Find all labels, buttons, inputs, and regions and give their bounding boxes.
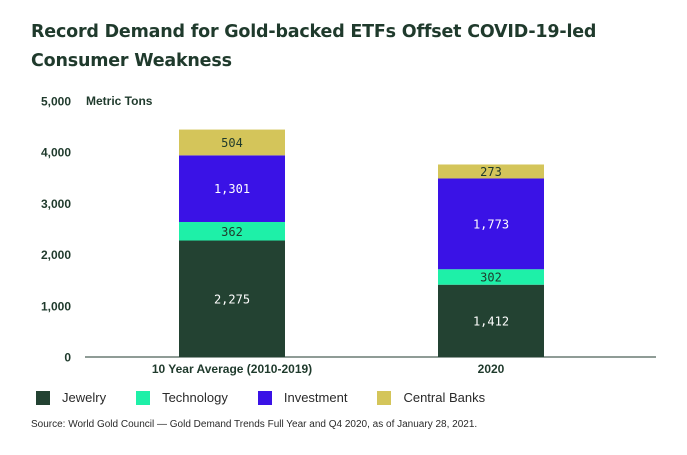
y-axis-label: Metric Tons: [86, 94, 153, 108]
legend-swatch: [257, 390, 272, 405]
data-label: 2,275: [214, 292, 250, 306]
data-label: 1,412: [473, 314, 509, 328]
data-label: 302: [480, 270, 502, 284]
y-tick-label: 0: [64, 351, 71, 365]
legend-swatch: [377, 390, 392, 405]
data-labels: 2,275 362 1,301 504 1,412 302 1,773 273: [214, 136, 509, 328]
legend-item: Investment: [257, 390, 348, 405]
data-label: 1,301: [214, 182, 250, 196]
data-label: 504: [221, 136, 243, 150]
legend-label: Technology: [162, 390, 228, 405]
y-tick-label: 3,000: [41, 197, 71, 211]
bar-segment: [179, 129, 285, 156]
bars: [179, 129, 544, 357]
bar-segment: [179, 221, 285, 241]
legend-swatch: [36, 390, 50, 405]
bar-segment: [179, 155, 285, 222]
source-note: Source: World Gold Council — Gold Demand…: [31, 419, 478, 430]
legend-label: Jewelry: [62, 390, 107, 405]
y-tick-label: 1,000: [41, 299, 71, 313]
legend: Jewelry Technology Investment Central Banks: [36, 390, 515, 405]
bar-segment: [179, 240, 285, 357]
bar-segment: [438, 284, 544, 357]
legend-item: Central Banks: [377, 390, 485, 405]
x-tick-label: 10 Year Average (2010-2019): [152, 362, 312, 376]
data-label: 1,773: [473, 217, 509, 231]
legend-label: Central Banks: [403, 390, 486, 405]
y-axis: 0 1,000 2,000 3,000 4,000 5,000 10 Year Averag…: [41, 95, 656, 376]
legend-swatch: [136, 390, 151, 405]
legend-item: Technology: [136, 390, 228, 405]
x-tick-label: 2020: [478, 362, 505, 376]
bar-segment: [438, 178, 544, 270]
legend-item: Jewelry: [36, 390, 106, 405]
data-label: 362: [221, 225, 243, 239]
bar-segment: [438, 164, 544, 179]
y-tick-label: 4,000: [41, 146, 71, 160]
y-tick-label: 2,000: [41, 248, 71, 262]
legend-label: Investment: [283, 390, 348, 405]
y-tick-label: 5,000: [41, 95, 71, 109]
bar-segment: [438, 269, 544, 285]
chart-title: Record Demand for Gold-backed ETFs Offse…: [31, 22, 597, 71]
data-label: 273: [480, 165, 502, 179]
